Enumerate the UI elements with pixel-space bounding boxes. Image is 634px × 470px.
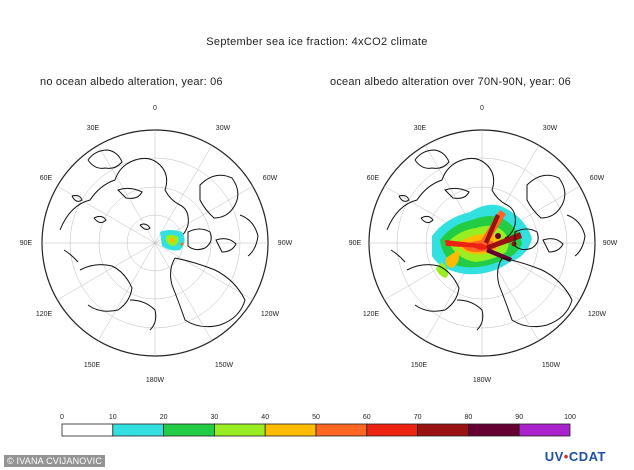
colorbar-swatch (366, 423, 418, 437)
figure-title: September sea ice fraction: 4xCO2 climat… (206, 36, 428, 48)
lon-label: 30E (87, 125, 100, 132)
lon-label: 60W (590, 175, 605, 182)
left-longitude-labels: 0 30E 30W 60E 60W 90E 90W 120E 120W 150E… (20, 105, 293, 384)
right-polar-map: 0 30E 30W 60E 60W 90E 90W 120E 120W 150E… (349, 105, 618, 384)
colorbar-swatch (315, 423, 368, 437)
lon-label: 90W (603, 240, 618, 247)
lon-label: 120E (363, 311, 380, 318)
colorbar-tick-label: 100 (564, 414, 576, 421)
lon-label: 120W (261, 311, 280, 318)
left-coastlines (59, 149, 259, 331)
lon-label: 150W (215, 362, 234, 369)
colorbar-swatch (213, 423, 266, 437)
colorbar-tick-label: 20 (160, 414, 168, 421)
colorbar-tick-label: 90 (515, 414, 523, 421)
uvcdat-logo: UV•CDAT (545, 449, 606, 464)
lon-label: 30W (543, 125, 558, 132)
lon-label: 180W (146, 377, 165, 384)
right-coastlines (386, 149, 586, 331)
colorbar-swatch (61, 423, 114, 437)
colorbar: 0 10 20 30 40 50 60 70 80 90 100 (60, 414, 576, 437)
lon-label: 60E (367, 175, 380, 182)
lon-label: 180W (473, 377, 492, 384)
left-polar-map: 0 30E 30W 60E 60W 90E 90W 120E 120W 150E… (20, 105, 293, 384)
colorbar-tick-label: 40 (261, 414, 269, 421)
photo-credit: © IVANA CVIJANOVIC (4, 455, 106, 467)
lon-label: 30E (414, 125, 427, 132)
lon-label: 60E (40, 175, 53, 182)
colorbar-swatch (467, 423, 520, 437)
lon-label: 0 (480, 105, 484, 112)
lon-label: 150E (84, 362, 101, 369)
colorbar-swatch (417, 423, 469, 437)
logo-text-uv: UV (544, 449, 564, 464)
colorbar-tick-label: 60 (363, 414, 371, 421)
colorbar-swatch (518, 423, 571, 437)
logo-text-cdat: CDAT (568, 449, 606, 464)
right-longitude-labels: 0 30E 30W 60E 60W 90E 90W 120E 120W 150E… (349, 105, 618, 384)
colorbar-tick-label: 30 (211, 414, 219, 421)
logo-mark-icon: • (563, 449, 569, 464)
right-sea-ice-field (432, 204, 532, 278)
lon-label: 150W (542, 362, 561, 369)
colorbar-tick-label: 80 (465, 414, 473, 421)
left-graticule (42, 130, 268, 356)
lon-label: 120W (588, 311, 607, 318)
lon-label: 90E (349, 240, 362, 247)
lon-label: 150E (411, 362, 428, 369)
right-panel-title: ocean albedo alteration over 70N-90N, ye… (330, 76, 571, 88)
colorbar-swatch (163, 423, 215, 437)
colorbar-tick-label: 0 (60, 414, 64, 421)
colorbar-tick-label: 50 (312, 414, 320, 421)
lon-label: 90W (278, 240, 293, 247)
left-sea-ice-field (160, 230, 185, 251)
lon-label: 90E (20, 240, 33, 247)
colorbar-tick-label: 10 (109, 414, 117, 421)
colorbar-swatch (264, 423, 317, 437)
colorbar-swatch (112, 423, 165, 437)
left-panel-title: no ocean albedo alteration, year: 06 (40, 76, 223, 88)
lon-label: 0 (153, 105, 157, 112)
lon-label: 120E (36, 311, 53, 318)
colorbar-tick-label: 70 (414, 414, 422, 421)
lon-label: 60W (263, 175, 278, 182)
lon-label: 30W (216, 125, 231, 132)
